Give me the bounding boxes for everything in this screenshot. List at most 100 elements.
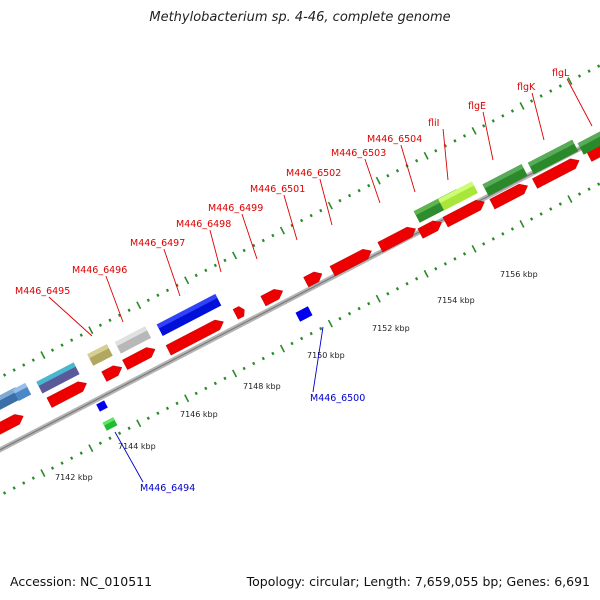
- scale-tick-mark: [79, 451, 83, 455]
- cds-arrow: [232, 306, 245, 320]
- cds-arrow: [46, 381, 87, 408]
- gene-leader-line: [482, 111, 494, 161]
- gene-leader-line: [163, 248, 181, 297]
- cds-arrow: [442, 199, 485, 228]
- gene-label-plus: M446_6496: [72, 265, 127, 276]
- upper-tick-mark: [491, 119, 495, 123]
- gene-label-plus: M446_6504: [367, 134, 422, 145]
- scale-tick-mark: [22, 481, 26, 485]
- gene-label-plus: M446_6503: [331, 148, 386, 159]
- upper-tick-mark: [117, 313, 122, 317]
- gene-leader-line: [283, 194, 298, 241]
- scale-tick-mark: [357, 306, 361, 311]
- upper-tick-mark: [309, 213, 313, 218]
- upper-tick-mark: [127, 308, 131, 312]
- scale-tick-mark: [529, 217, 534, 221]
- scale-tick-mark: [271, 351, 275, 356]
- scale-tick-mark: [587, 187, 591, 191]
- upper-tick-mark: [175, 283, 179, 288]
- scale-tick-label: 7148 kbp: [243, 382, 281, 391]
- gene-leader-line: [531, 92, 545, 141]
- scale-tick-label: 7156 kbp: [500, 270, 538, 279]
- cds-arrow: [303, 271, 323, 288]
- cds-arrow: [489, 183, 528, 210]
- gene-label-minus: M446_6494: [140, 483, 195, 494]
- upper-tick-mark: [453, 139, 457, 143]
- gene-label-plus: M446_6499: [208, 203, 263, 214]
- scale-tick-mark: [501, 232, 505, 236]
- scale-tick-mark: [567, 195, 573, 203]
- scale-tick-mark: [462, 252, 467, 256]
- upper-tick-mark: [70, 338, 74, 342]
- upper-tick-mark: [98, 323, 103, 327]
- gene-label-plus: fliI: [428, 118, 439, 129]
- genome-backbone-edge: [0, 137, 600, 451]
- scale-tick-mark: [327, 319, 333, 328]
- scale-tick-mark: [510, 227, 515, 231]
- upper-tick-mark: [529, 99, 534, 103]
- scale-tick-mark: [395, 286, 400, 291]
- cds-arrow: [417, 220, 442, 239]
- scale-tick-label: 7146 kbp: [180, 410, 218, 419]
- gene-leader-line: [209, 229, 222, 273]
- scale-tick-mark: [242, 366, 246, 371]
- upper-tick-mark: [204, 268, 208, 273]
- scale-tick-mark: [338, 316, 342, 321]
- cds-arrow: [122, 347, 156, 370]
- upper-tick-mark: [587, 69, 591, 73]
- gene-leader-line: [319, 178, 333, 226]
- gene-leader-line: [400, 144, 416, 193]
- scale-tick-mark: [117, 431, 122, 435]
- scale-tick-mark: [290, 341, 294, 346]
- upper-tick-mark: [12, 368, 16, 372]
- upper-tick-mark: [327, 201, 333, 210]
- gene-leader-line: [566, 78, 593, 127]
- gene-leader-line: [241, 213, 258, 260]
- upper-tick-mark: [519, 102, 525, 110]
- scale-tick-mark: [12, 486, 16, 490]
- scale-tick-mark: [165, 406, 170, 411]
- cog-block: [527, 139, 579, 175]
- cds-arrow: [532, 158, 580, 189]
- upper-tick-mark: [423, 151, 429, 160]
- upper-tick-mark: [22, 363, 26, 367]
- scale-tick-mark: [127, 426, 131, 430]
- scale-tick-label: 7152 kbp: [372, 324, 410, 333]
- upper-tick-mark: [510, 109, 515, 113]
- scale-tick-mark: [519, 220, 525, 228]
- scale-tick-mark: [443, 262, 447, 266]
- scale-tick-mark: [231, 369, 238, 378]
- scale-tick-mark: [491, 237, 495, 241]
- gene-label-plus: M446_6502: [286, 168, 341, 179]
- scale-tick-label: 7142 kbp: [55, 473, 93, 482]
- scale-tick-mark: [88, 444, 94, 453]
- upper-tick-mark: [462, 134, 467, 138]
- scale-tick-mark: [213, 381, 218, 386]
- gene-label-plus: flgL: [552, 68, 570, 79]
- upper-tick-mark: [338, 198, 342, 203]
- minus-strand-block: [96, 400, 108, 412]
- upper-tick-mark: [213, 263, 218, 268]
- upper-tick-mark: [290, 223, 294, 228]
- minus-strand-block: [295, 306, 313, 322]
- scale-tick-mark: [386, 291, 390, 296]
- upper-tick-mark: [471, 126, 477, 135]
- cog-block: [156, 294, 222, 336]
- upper-tick-mark: [88, 326, 94, 335]
- upper-tick-mark: [558, 84, 562, 88]
- upper-tick-mark: [300, 218, 304, 223]
- gene-label-minus: M446_6500: [310, 393, 365, 404]
- gene-leader-line: [364, 158, 381, 204]
- scale-tick-label: 7150 kbp: [307, 351, 345, 360]
- scale-tick-mark: [184, 394, 190, 403]
- scale-tick-mark: [539, 212, 543, 216]
- scale-tick-mark: [471, 244, 477, 253]
- upper-tick-mark: [357, 188, 361, 193]
- genome-stats-text: Topology: circular; Length: 7,659,055 bp…: [246, 574, 590, 589]
- upper-tick-mark: [414, 159, 419, 163]
- gene-leader-line: [105, 275, 124, 323]
- upper-tick-mark: [577, 74, 582, 78]
- scale-tick-label: 7144 kbp: [118, 442, 156, 451]
- gene-leader-line: [442, 128, 449, 181]
